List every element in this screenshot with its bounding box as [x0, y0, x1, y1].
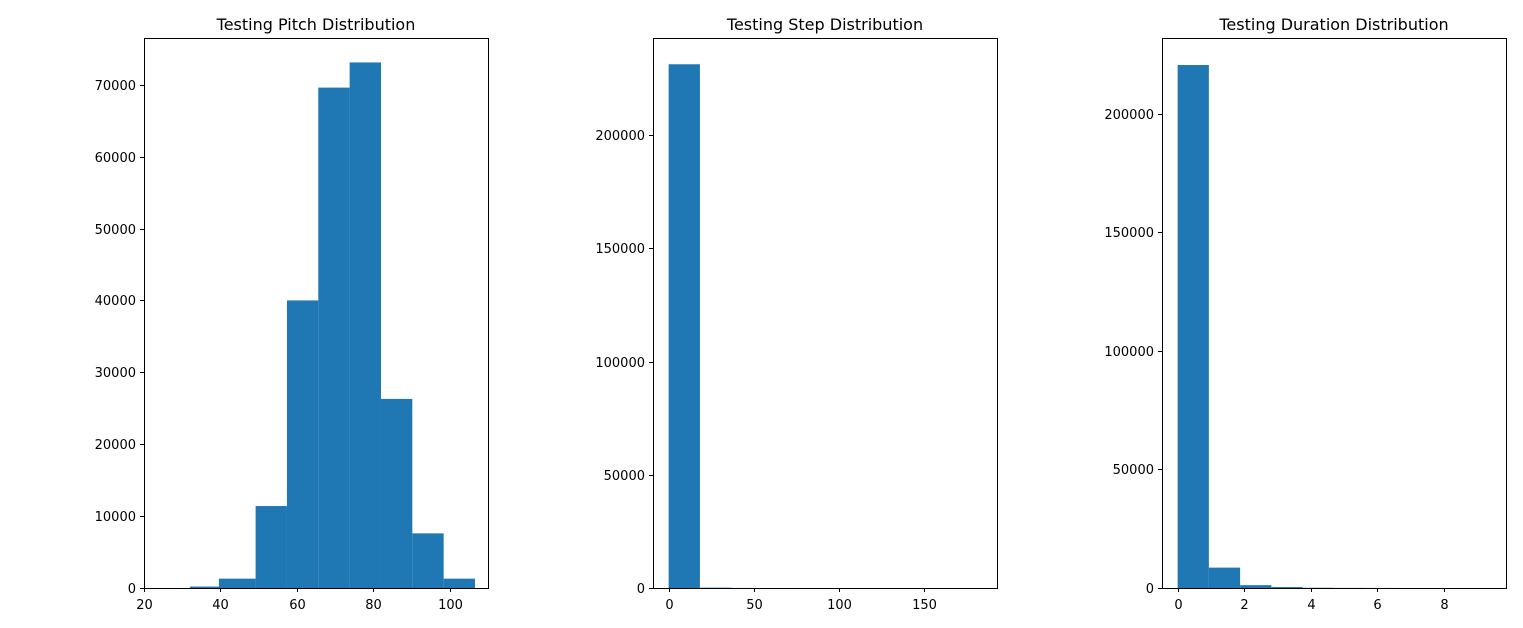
- pitch-y-tick-label-0: 0: [128, 582, 136, 597]
- step-histogram-bar-0: [668, 64, 700, 589]
- pitch-x-tick-label-3: 80: [365, 598, 382, 613]
- duration-axes-frame: [1162, 38, 1507, 589]
- duration-histogram-bar-2: [1240, 585, 1272, 588]
- duration-x-tick-label-2: 4: [1307, 598, 1315, 613]
- step-x-tick-label-2: 100: [827, 598, 852, 613]
- pitch-y-tick-label-2: 20000: [95, 438, 136, 453]
- pitch-y-tick-label-3: 30000: [95, 366, 136, 381]
- pitch-histogram-bar-8: [443, 578, 476, 588]
- pitch-histogram-bar-5: [349, 62, 381, 588]
- step-y-tick-label-3: 150000: [595, 242, 645, 257]
- step-y-tick-label-1: 50000: [604, 469, 645, 484]
- duration-histogram-panel: Testing Duration Distribution 0 2 4 6 8 0 5000…: [1104, 15, 1507, 613]
- pitch-x-tick-label-1: 40: [212, 598, 229, 613]
- pitch-histogram-bar-6: [380, 398, 413, 588]
- duration-y-tick-label-3: 150000: [1104, 226, 1154, 241]
- pitch-y-tick-label-6: 60000: [95, 151, 136, 166]
- pitch-x-tick-label-2: 60: [289, 598, 306, 613]
- pitch-y-tick-label-7: 70000: [95, 79, 136, 94]
- duration-histogram-bar-3: [1271, 587, 1303, 588]
- step-x-tick-label-3: 150: [912, 598, 937, 613]
- step-y-tick-label-0: 0: [637, 582, 645, 597]
- pitch-x-tick-label-4: 100: [438, 598, 463, 613]
- step-histogram-panel: Testing Step Distribution 0 50 100 150 0 5000…: [595, 15, 998, 613]
- pitch-histogram-bar-7: [412, 533, 444, 588]
- step-y-tick-label-4: 200000: [595, 129, 645, 144]
- pitch-y-tick-label-4: 40000: [95, 294, 136, 309]
- step-x-tick-label-0: 0: [665, 598, 673, 613]
- duration-y-tick-label-2: 100000: [1104, 345, 1154, 360]
- step-x-tick-label-1: 50: [746, 598, 763, 613]
- pitch-histogram-panel: Testing Pitch Distribution 20 40 60 80 100 0 1…: [95, 15, 489, 613]
- pitch-histogram-bar-3: [286, 300, 319, 588]
- duration-y-tick-label-0: 0: [1146, 582, 1154, 597]
- pitch-x-tick-label-0: 20: [136, 598, 153, 613]
- step-y-tick-label-2: 100000: [595, 356, 645, 371]
- step-chart-title: Testing Step Distribution: [726, 15, 923, 34]
- duration-histogram-bar-1: [1208, 567, 1241, 588]
- duration-chart-title: Testing Duration Distribution: [1218, 15, 1448, 34]
- pitch-histogram-bar-1: [218, 578, 256, 588]
- duration-x-tick-label-3: 6: [1373, 598, 1381, 613]
- pitch-histogram-bar-2: [255, 506, 287, 588]
- pitch-y-tick-label-1: 10000: [95, 510, 136, 525]
- duration-y-tick-label-4: 200000: [1104, 108, 1154, 123]
- duration-x-tick-label-1: 2: [1240, 598, 1248, 613]
- pitch-histogram-bar-4: [318, 87, 350, 588]
- pitch-axes-frame: [144, 38, 489, 589]
- duration-x-tick-label-4: 8: [1440, 598, 1448, 613]
- step-axes-frame: [653, 38, 998, 589]
- pitch-chart-title: Testing Pitch Distribution: [216, 15, 416, 34]
- pitch-y-tick-label-5: 50000: [95, 223, 136, 238]
- pitch-histogram-bar-0: [189, 586, 219, 588]
- duration-y-tick-label-1: 50000: [1113, 463, 1154, 478]
- duration-x-tick-label-0: 0: [1174, 598, 1182, 613]
- duration-histogram-bar-0: [1177, 65, 1209, 588]
